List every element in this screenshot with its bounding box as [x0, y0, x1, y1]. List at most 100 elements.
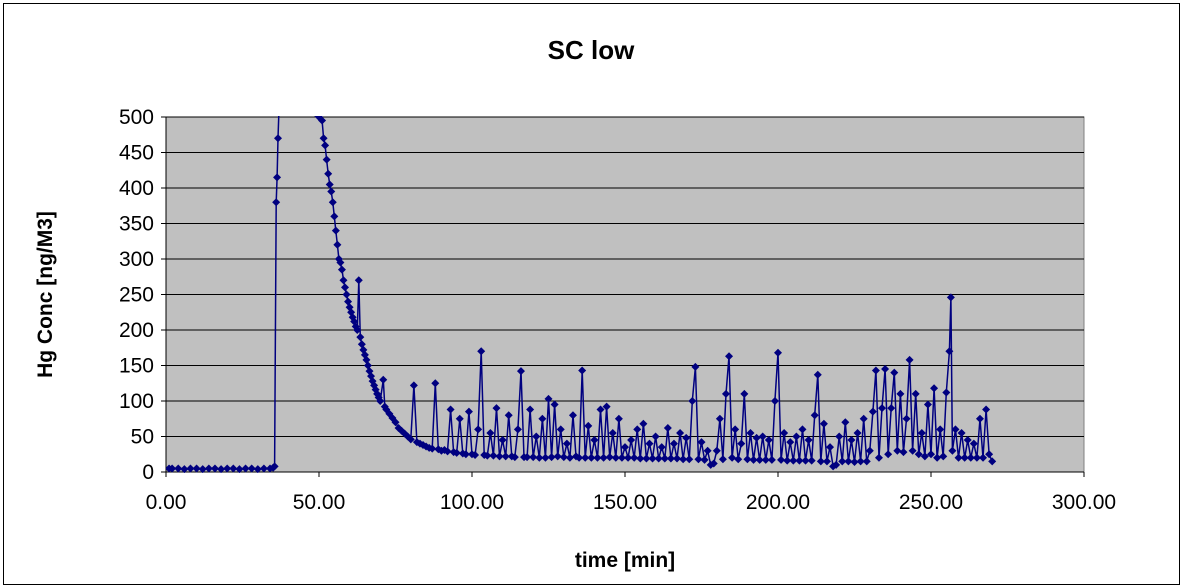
data-point	[357, 340, 366, 349]
data-point	[379, 375, 388, 384]
data-point	[798, 425, 807, 434]
data-point	[192, 464, 201, 473]
data-point	[455, 414, 464, 423]
data-point	[325, 180, 334, 189]
data-point	[813, 370, 822, 379]
data-point	[868, 407, 877, 416]
data-point	[663, 423, 672, 432]
data-point	[988, 457, 997, 466]
data-point	[761, 455, 770, 464]
data-point	[486, 428, 495, 437]
data-point	[550, 400, 559, 409]
data-point	[822, 457, 831, 466]
data-point	[685, 455, 694, 464]
data-point	[446, 405, 455, 414]
x-axis-title: time [min]	[575, 549, 675, 572]
data-point	[538, 414, 547, 423]
data-point	[605, 453, 614, 462]
data-point	[259, 464, 268, 473]
data-point	[273, 173, 282, 182]
data-point	[331, 226, 340, 235]
data-point	[328, 198, 337, 207]
x-tick-label: 100.00	[440, 491, 504, 514]
y-tick-label: 350	[119, 213, 154, 236]
data-point	[186, 464, 195, 473]
data-point	[627, 436, 636, 445]
data-point	[679, 455, 688, 464]
data-point	[544, 394, 553, 403]
data-point	[951, 425, 960, 434]
data-point	[774, 348, 782, 357]
data-point	[884, 450, 893, 459]
data-point	[780, 428, 789, 437]
data-point	[483, 451, 492, 460]
data-point	[327, 187, 336, 196]
data-point	[362, 355, 371, 364]
data-point	[887, 404, 896, 413]
data-point	[474, 425, 483, 434]
data-point	[633, 425, 642, 434]
data-point	[651, 432, 660, 441]
data-point	[565, 453, 574, 462]
data-point	[344, 297, 353, 306]
data-point	[645, 439, 654, 448]
y-tick-label: 300	[119, 248, 154, 271]
data-point	[718, 455, 727, 464]
data-point	[853, 428, 862, 437]
data-point	[630, 453, 639, 462]
data-point	[865, 446, 874, 455]
y-tick-label: 0	[142, 461, 154, 484]
data-point	[578, 366, 587, 375]
data-point	[336, 258, 345, 267]
data-point	[844, 457, 853, 466]
data-point	[587, 453, 596, 462]
data-point	[477, 347, 486, 356]
x-tick-label: 200.00	[746, 491, 810, 514]
y-tick-labels: 0 50 100 150 200 250 300 350 400 450 500	[119, 106, 154, 484]
data-point	[501, 452, 510, 461]
data-point	[556, 425, 565, 434]
data-point	[893, 446, 902, 455]
data-point	[648, 454, 657, 463]
data-point	[890, 368, 899, 377]
data-point	[740, 389, 749, 398]
data-point	[979, 453, 988, 462]
data-point	[948, 446, 957, 455]
data-point	[859, 414, 868, 423]
data-point	[801, 456, 810, 465]
data-point	[936, 425, 945, 434]
data-point	[669, 439, 678, 448]
data-point	[804, 436, 813, 445]
data-point	[471, 450, 480, 459]
data-point	[596, 405, 605, 414]
data-point	[217, 465, 226, 473]
x-tick-label: 300.00	[1052, 491, 1116, 514]
data-point	[575, 453, 584, 462]
data-point	[523, 453, 532, 462]
data-point	[752, 433, 761, 442]
data-point	[682, 433, 691, 442]
data-point	[342, 290, 351, 299]
data-point	[810, 411, 819, 420]
y-tick-label: 100	[119, 390, 154, 413]
data-point	[731, 425, 740, 434]
data-point	[168, 464, 177, 473]
data-point	[770, 397, 779, 405]
data-point	[985, 450, 994, 459]
data-point	[210, 464, 219, 473]
data-point	[850, 458, 859, 467]
data-point	[694, 455, 703, 464]
data-point	[676, 428, 685, 437]
data-point	[792, 432, 801, 441]
chart-frame: 0 50 100 150 200 250 300 350 400 450 500 0.00 50.00…	[3, 3, 1180, 585]
data-point	[807, 456, 816, 465]
data-point	[337, 265, 346, 274]
data-point	[755, 455, 764, 464]
data-point	[795, 456, 804, 465]
data-point	[975, 414, 984, 423]
data-point	[584, 421, 593, 430]
data-point	[700, 455, 709, 464]
data-point	[835, 432, 844, 441]
data-point	[431, 379, 440, 388]
data-point	[464, 407, 473, 416]
